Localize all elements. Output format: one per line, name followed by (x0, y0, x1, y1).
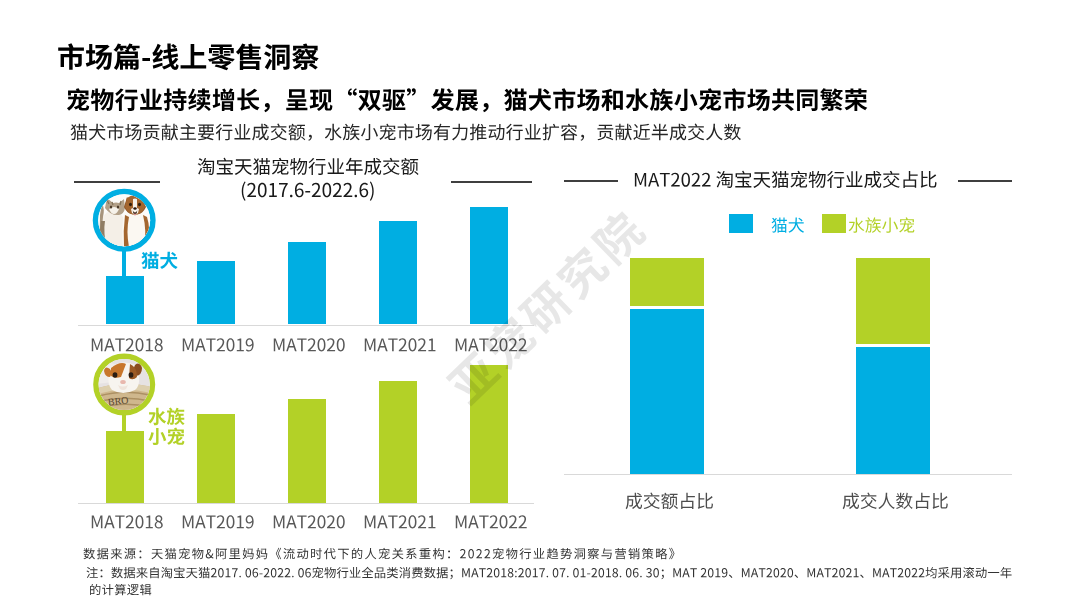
svg-text:BRO: BRO (107, 394, 129, 407)
